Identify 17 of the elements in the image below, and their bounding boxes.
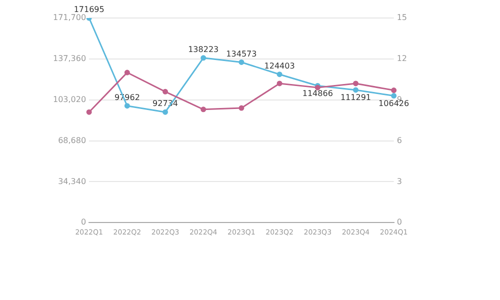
y2-tick-label: 6 (396, 136, 402, 145)
y2-tick-label: 12 (396, 54, 408, 63)
y2-tick-label: 0 (396, 218, 402, 227)
data-label: 114866 (302, 88, 333, 98)
data-label: 171695 (74, 5, 104, 14)
y-tick-label: 137,360 (52, 54, 86, 63)
data-label: 134573 (226, 49, 257, 58)
y-tick-label: 171,700 (52, 13, 86, 22)
y-tick-label: 34,340 (58, 176, 86, 186)
data-label: 111291 (340, 93, 371, 102)
y-tick-label: 0 (80, 218, 86, 227)
y2-tick-label: 3 (396, 176, 402, 186)
data-label: 138223 (188, 44, 219, 54)
data-label: 124403 (264, 61, 295, 70)
y-tick-label: 68,680 (58, 136, 86, 145)
y-tick-label: 103,020 (52, 94, 86, 104)
y2-tick-label: 15 (396, 13, 408, 22)
